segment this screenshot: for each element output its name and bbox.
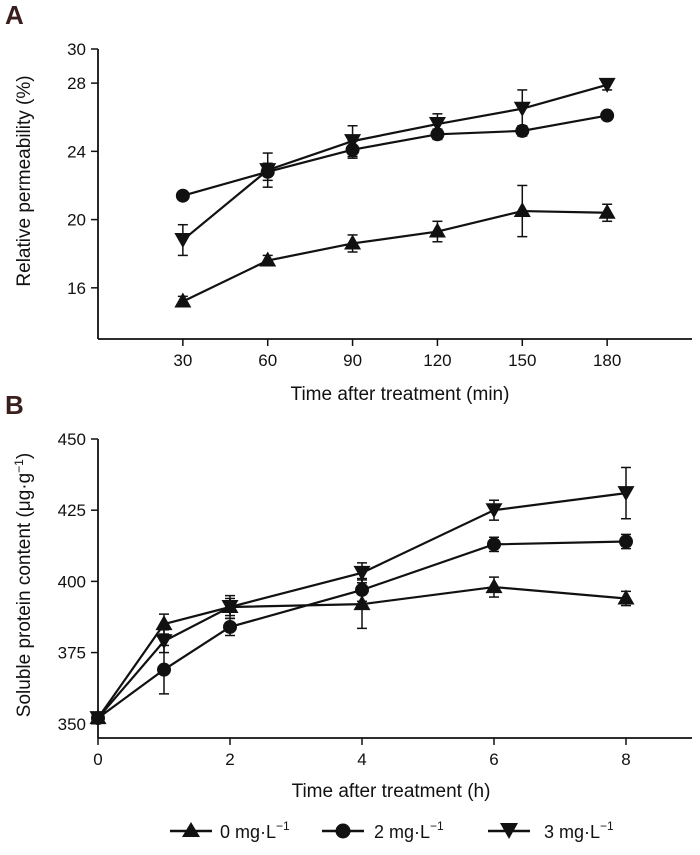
panel-a-point <box>513 101 531 117</box>
panel-b-x-tick-label: 2 <box>225 750 234 769</box>
panel-a-point <box>344 134 362 150</box>
panel-a-point <box>598 203 616 219</box>
panel-b-point <box>487 537 501 552</box>
panel-b-series-line <box>97 492 627 719</box>
panel-a-y-axis-label: Relative permeability (%) <box>14 75 35 286</box>
panel-b-series-2 <box>89 466 635 727</box>
triangle-down-icon <box>500 823 518 839</box>
legend-label-2-sup: −1 <box>600 819 614 833</box>
panel-a-y-tick-label: 30 <box>67 40 86 59</box>
panel-b-point <box>355 582 369 597</box>
panel-a-point <box>174 292 192 308</box>
panel-b-point <box>223 619 237 634</box>
panel-a-point <box>259 163 277 179</box>
panel-b-x-tick-label: 8 <box>621 750 630 769</box>
panel-a-x-tick-label: 60 <box>258 351 277 370</box>
circle-icon <box>335 823 351 839</box>
panel-b-series <box>89 466 635 727</box>
panel-b-axes <box>97 439 692 739</box>
panel-a-series-line <box>182 114 608 197</box>
panel-a-axes <box>97 49 692 340</box>
panel-a-x-tick-label: 30 <box>173 351 192 370</box>
panel-a-ticks: 16 20 24 28 30 30 60 90 120 150 180 <box>67 40 621 370</box>
panel-a-series-2 <box>174 77 616 257</box>
panel-a-point <box>174 233 192 249</box>
panel-b-y-tick-label: 350 <box>58 715 86 734</box>
panel-b-y-tick-label: 450 <box>58 430 86 449</box>
legend-label-1: 2 mg·L−1 <box>374 819 444 842</box>
panel-b-point <box>155 634 173 650</box>
panel-b-x-tick-label: 6 <box>489 750 498 769</box>
panel-a-y-tick-label: 20 <box>67 211 86 230</box>
panel-b-x-axis-label: Time after treatment (h) <box>292 781 491 802</box>
panel-b-y-axis-label-end: ) <box>14 453 35 459</box>
legend-label-2: 3 mg·L−1 <box>544 819 614 842</box>
panel-b-ticks: 350 375 400 425 450 0 2 4 6 8 <box>58 430 631 769</box>
panel-a-series-line <box>182 83 608 241</box>
panel-b-y-axis-label-sup: −1 <box>12 459 26 473</box>
panel-a-x-tick-label: 90 <box>343 351 362 370</box>
triangle-up-icon <box>182 822 200 837</box>
panel-b-series-line <box>97 585 627 719</box>
panel-a-x-tick-label: 180 <box>593 351 621 370</box>
panel-a-point <box>259 251 277 267</box>
panel-b-y-tick-label: 425 <box>58 501 86 520</box>
panel-a-x-tick-label: 150 <box>508 351 536 370</box>
legend-label-1-sup: −1 <box>430 819 444 833</box>
legend-item-0: 0 mg·L−1 <box>170 819 290 842</box>
legend-label-2-main: 3 mg·L <box>544 822 600 842</box>
panel-a-series-1 <box>175 108 615 203</box>
legend-label-0-sup: −1 <box>276 819 290 833</box>
panel-b-point <box>221 600 239 616</box>
panel-b-point <box>619 534 633 549</box>
legend: 0 mg·L−1 2 mg·L−1 3 mg·L−1 <box>170 819 614 842</box>
panel-a-x-axis-label: Time after treatment (min) <box>291 384 510 405</box>
panel-b-point <box>485 503 503 519</box>
panel-a-series-line <box>182 209 608 303</box>
legend-label-0-main: 0 mg·L <box>220 822 276 842</box>
panel-b-point <box>353 565 371 581</box>
panel-b-point <box>353 595 371 611</box>
panel-a-y-tick-label: 16 <box>67 279 86 298</box>
legend-item-1: 2 mg·L−1 <box>322 819 444 842</box>
panel-b-point <box>155 615 173 631</box>
legend-label-0: 0 mg·L−1 <box>220 819 290 842</box>
panel-b-y-axis-label: Soluble protein content (μg·g−1) <box>12 453 35 717</box>
panel-a-point <box>513 202 531 218</box>
panel-b-series-line <box>97 540 627 719</box>
panel-a-point <box>428 117 446 133</box>
panel-b-y-tick-label: 375 <box>58 644 86 663</box>
legend-item-2: 3 mg·L−1 <box>488 819 614 842</box>
panel-a-series <box>174 77 616 308</box>
panel-b-y-axis-label-main: Soluble protein content (μg·g <box>14 473 35 717</box>
panel-a-x-tick-label: 120 <box>423 351 451 370</box>
panel-a-point <box>600 108 615 123</box>
panel-a-point <box>428 222 446 238</box>
panel-a-y-tick-label: 28 <box>67 74 86 93</box>
panel-a-point <box>598 77 616 93</box>
panel-b-y-tick-label: 400 <box>58 572 86 591</box>
panel-b: B 350 375 400 425 450 0 2 4 6 8 Time after treatm… <box>5 390 692 802</box>
panel-a-point <box>175 188 190 203</box>
panel-a-point <box>344 234 362 250</box>
panel-b-letter: B <box>5 390 24 420</box>
panel-b-point <box>617 589 635 605</box>
legend-label-1-main: 2 mg·L <box>374 822 430 842</box>
panel-b-point <box>89 711 107 727</box>
panel-a-series-0 <box>174 184 616 308</box>
panel-b-point <box>485 578 503 594</box>
panel-a-letter: A <box>5 0 24 30</box>
panel-a: A 16 20 24 28 30 30 60 90 120 150 180 Time after t… <box>5 0 692 405</box>
panel-b-x-tick-label: 4 <box>357 750 366 769</box>
panel-b-point <box>157 662 171 677</box>
panel-b-x-tick-label: 0 <box>93 750 102 769</box>
panel-b-point <box>617 486 635 502</box>
panel-a-y-tick-label: 24 <box>67 142 86 161</box>
